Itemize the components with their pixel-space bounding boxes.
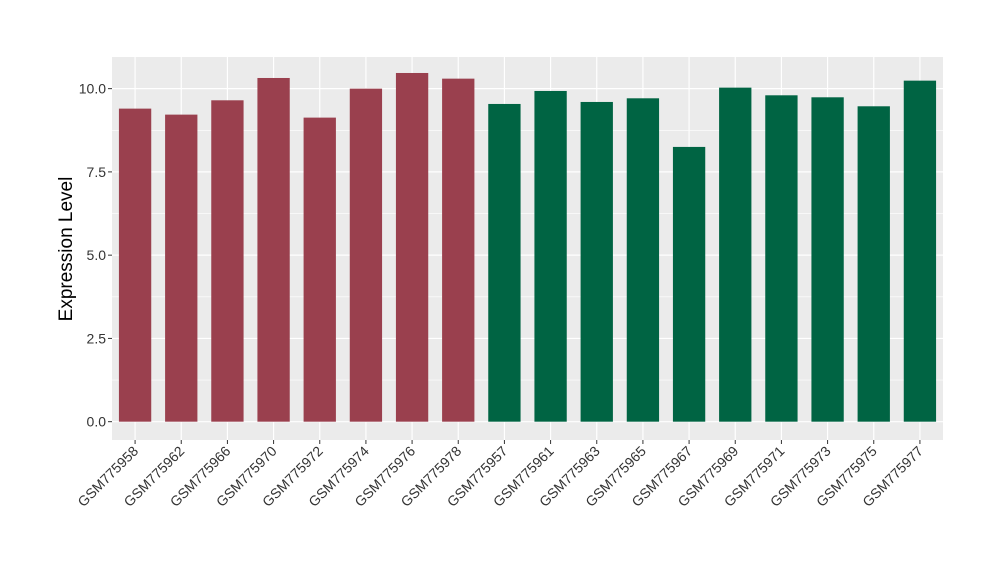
bar-GSM775957 — [488, 103, 521, 422]
y-tick-label: 5.0 — [87, 247, 107, 263]
bar-GSM775976 — [395, 72, 429, 422]
x-axis: GSM775958GSM775962GSM775966GSM775970GSM7… — [74, 440, 926, 510]
y-tick-label: 2.5 — [87, 330, 107, 346]
bar-GSM775963 — [580, 101, 613, 422]
bar-GSM775977 — [903, 80, 937, 422]
bar-GSM775975 — [857, 106, 890, 422]
bar-GSM775974 — [349, 88, 383, 422]
bar-GSM775970 — [257, 77, 290, 422]
y-tick-label: 10.0 — [79, 81, 106, 97]
bar-GSM775972 — [303, 117, 336, 422]
bar-GSM775958 — [118, 108, 152, 422]
bars — [118, 72, 937, 422]
bar-GSM775971 — [765, 95, 798, 422]
y-tick-label: 0.0 — [87, 414, 107, 430]
plot-panel — [112, 57, 943, 440]
y-tick-label: 7.5 — [87, 164, 107, 180]
y-axis: 0.0 2.5 5.0 7.5 10.0 — [79, 81, 112, 430]
bar-GSM775961 — [534, 90, 567, 422]
bar-GSM775973 — [811, 97, 844, 422]
y-axis-title: Expression Level — [56, 177, 77, 322]
bar-GSM775978 — [442, 78, 475, 422]
bar-GSM775967 — [672, 146, 706, 422]
bar-GSM775965 — [626, 98, 660, 422]
bar-GSM775962 — [165, 114, 198, 422]
bar-GSM775966 — [211, 100, 244, 422]
bar-GSM775969 — [719, 87, 752, 422]
